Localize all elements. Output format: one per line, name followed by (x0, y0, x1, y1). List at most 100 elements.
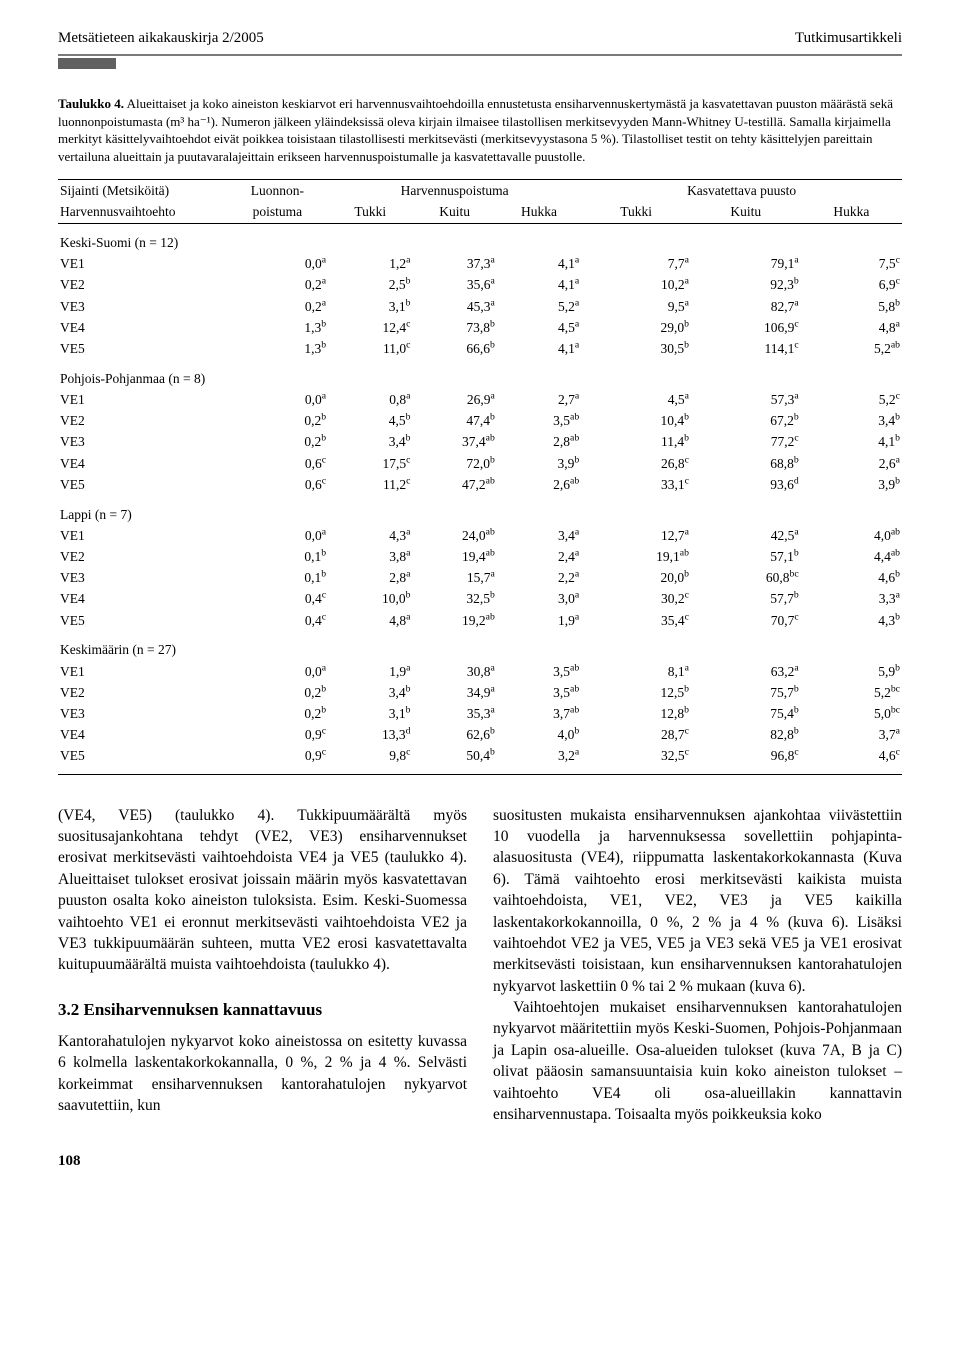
table-cell: 13,3d (328, 725, 412, 746)
table-cell: VE4 (58, 725, 227, 746)
table-cell: 0,6c (227, 474, 328, 495)
table-cell: 47,2ab (412, 474, 496, 495)
table-row: VE20,2b4,5b47,4b3,5ab10,4b67,2b3,4b (58, 411, 902, 432)
table-label: Taulukko 4. (58, 96, 124, 111)
table-cell: 37,4ab (412, 432, 496, 453)
table-cell: 29,0b (581, 317, 691, 338)
table-cell: 70,7c (691, 610, 801, 631)
table-cell: 4,5a (497, 317, 581, 338)
table-cell: 24,0ab (412, 525, 496, 546)
table-cell: 2,8a (328, 568, 412, 589)
table-cell: 4,1a (497, 275, 581, 296)
table-body: Keski-Suomi (n = 12)VE10,0a1,2a37,3a4,1a… (58, 223, 902, 774)
table-row: VE10,0a0,8a26,9a2,7a4,5a57,3a5,2c (58, 389, 902, 410)
table-cell: 0,6c (227, 453, 328, 474)
table-cell: 3,4a (497, 525, 581, 546)
table-cell: 10,2a (581, 275, 691, 296)
table-cell: VE5 (58, 610, 227, 631)
table-cell: 4,5a (581, 389, 691, 410)
header-left: Metsätieteen aikakauskirja 2/2005 (58, 28, 264, 48)
paragraph: suositusten mukaista ensiharvennuksen aj… (493, 805, 902, 997)
table-cell: 0,0a (227, 525, 328, 546)
header-right: Tutkimusartikkeli (795, 28, 902, 48)
table-cell: 5,2ab (801, 338, 902, 359)
table-cell: 50,4b (412, 746, 496, 774)
table-cell: VE5 (58, 338, 227, 359)
table-row: VE20,2a2,5b35,6a4,1a10,2a92,3b6,9c (58, 275, 902, 296)
table-caption: Taulukko 4. Alueittaiset ja koko aineist… (58, 95, 902, 165)
table-cell: 4,5b (328, 411, 412, 432)
table-caption-text: Alueittaiset ja koko aineiston keskiarvo… (58, 96, 893, 164)
table-cell: 96,8c (691, 746, 801, 774)
col-group-header: Harvennuspoistuma (328, 180, 581, 202)
table-cell: 12,5b (581, 682, 691, 703)
table-cell: 57,3a (691, 389, 801, 410)
table-cell: 37,3a (412, 254, 496, 275)
table-row: VE40,6c17,5c72,0b3,9b26,8c68,8b2,6a (58, 453, 902, 474)
table-cell: 4,6c (801, 746, 902, 774)
table-cell: VE1 (58, 661, 227, 682)
table-cell: 5,0bc (801, 703, 902, 724)
table-cell: 3,4b (328, 432, 412, 453)
table-cell: VE1 (58, 254, 227, 275)
table-row: VE40,4c10,0b32,5b3,0a30,2c57,7b3,3a (58, 589, 902, 610)
data-table: Sijainti (Metsiköitä) Luonnon- Harvennus… (58, 179, 902, 774)
table-cell: 2,7a (497, 389, 581, 410)
table-cell: 42,5a (691, 525, 801, 546)
col-header: Kuitu (412, 202, 496, 224)
table-cell: 11,2c (328, 474, 412, 495)
table-cell: 11,0c (328, 338, 412, 359)
body-text: (VE4, VE5) (taulukko 4). Tukkipuumäärält… (58, 805, 902, 1126)
table-cell: 19,4ab (412, 546, 496, 567)
table-row: VE41,3b12,4c73,8b4,5a29,0b106,9c4,8a (58, 317, 902, 338)
table-cell: 19,1ab (581, 546, 691, 567)
group-title: Lappi (n = 7) (58, 496, 902, 526)
table-row: VE50,9c9,8c50,4b3,2a32,5c96,8c4,6c (58, 746, 902, 774)
table-cell: 72,0b (412, 453, 496, 474)
table-cell: 3,3a (801, 589, 902, 610)
table-cell: 3,9b (801, 474, 902, 495)
table-cell: 35,4c (581, 610, 691, 631)
table-cell: VE3 (58, 432, 227, 453)
table-cell: 3,5ab (497, 682, 581, 703)
table-cell: 2,8ab (497, 432, 581, 453)
group-title: Keski-Suomi (n = 12) (58, 223, 902, 253)
table-cell: 0,0a (227, 389, 328, 410)
table-cell: 11,4b (581, 432, 691, 453)
table-cell: 0,9c (227, 746, 328, 774)
table-row: VE50,6c11,2c47,2ab2,6ab33,1c93,6d3,9b (58, 474, 902, 495)
table-cell: 1,2a (328, 254, 412, 275)
table-cell: 2,6ab (497, 474, 581, 495)
table-cell: 79,1a (691, 254, 801, 275)
table-cell: 4,1a (497, 338, 581, 359)
table-cell: 20,0b (581, 568, 691, 589)
table-cell: 0,2b (227, 682, 328, 703)
col-header: Hukka (497, 202, 581, 224)
section-heading: 3.2 Ensiharvennuksen kannattavuus (58, 998, 467, 1021)
table-cell: 0,2b (227, 411, 328, 432)
table-cell: 12,7a (581, 525, 691, 546)
table-row: VE40,9c13,3d62,6b4,0b28,7c82,8b3,7a (58, 725, 902, 746)
col-header: poistuma (227, 202, 328, 224)
table-cell: VE4 (58, 317, 227, 338)
table-cell: 47,4b (412, 411, 496, 432)
table-cell: 0,4c (227, 610, 328, 631)
table-cell: 6,9c (801, 275, 902, 296)
table-cell: VE4 (58, 453, 227, 474)
table-head: Sijainti (Metsiköitä) Luonnon- Harvennus… (58, 180, 902, 223)
table-cell: 0,1b (227, 568, 328, 589)
table-cell: 3,8a (328, 546, 412, 567)
table-row: VE10,0a4,3a24,0ab3,4a12,7a42,5a4,0ab (58, 525, 902, 546)
table-cell: 75,7b (691, 682, 801, 703)
col-header: Harvennusvaihtoehto (58, 202, 227, 224)
table-cell: VE2 (58, 411, 227, 432)
table-cell: 32,5c (581, 746, 691, 774)
table-cell: 4,0ab (801, 525, 902, 546)
table-cell: 2,6a (801, 453, 902, 474)
table-cell: 7,5c (801, 254, 902, 275)
table-cell: 32,5b (412, 589, 496, 610)
table-cell: 4,1b (801, 432, 902, 453)
header-rule (58, 54, 902, 56)
table-cell: 2,4a (497, 546, 581, 567)
table-cell: 75,4b (691, 703, 801, 724)
